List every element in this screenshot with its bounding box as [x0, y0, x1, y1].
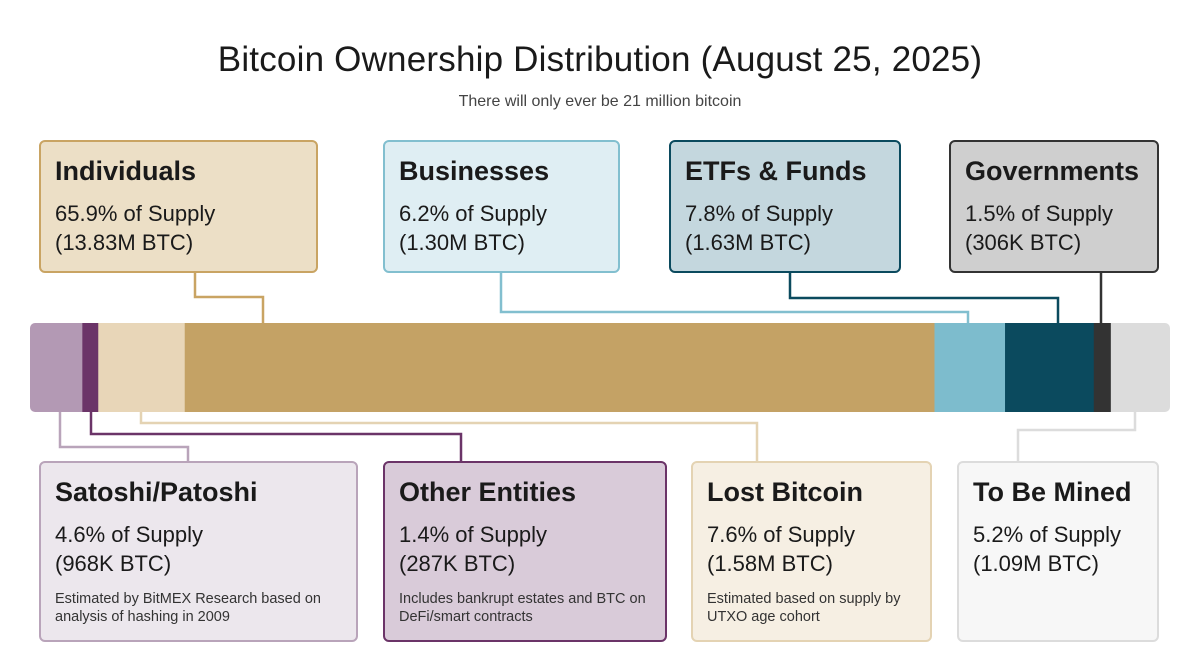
bar-segment-governments: [1093, 323, 1112, 412]
card-etfs-percent: 7.8% of Supply: [685, 201, 833, 226]
card-governments-title: Governments: [965, 156, 1140, 186]
bar-segment-satoshi-patoshi: [30, 323, 83, 412]
card-mined-btc: (1.09M BTC): [973, 551, 1099, 576]
stacked-bar: [30, 323, 1170, 412]
bar-segment-to-be-mined: [1110, 323, 1170, 412]
card-etfs-funds: ETFs & Funds 7.8% of Supply (1.63M BTC): [669, 140, 901, 273]
card-other-entities: Other Entities 1.4% of Supply (287K BTC)…: [383, 461, 667, 642]
card-satoshi-btc: (968K BTC): [55, 551, 172, 576]
card-lost-note: Estimated based on supply by UTXO age co…: [707, 591, 901, 625]
bar-segment-individuals: [184, 323, 935, 412]
card-businesses-title: Businesses: [399, 156, 550, 186]
card-individuals-percent: 65.9% of Supply: [55, 201, 216, 226]
card-businesses: Businesses 6.2% of Supply (1.30M BTC): [383, 140, 620, 273]
card-etfs-title: ETFs & Funds: [685, 156, 867, 186]
card-lost-title: Lost Bitcoin: [707, 477, 863, 507]
connector-individuals: [193, 273, 265, 323]
card-other-btc: (287K BTC): [399, 551, 516, 576]
card-businesses-percent: 6.2% of Supply: [399, 201, 547, 226]
card-governments: Governments 1.5% of Supply (306K BTC): [949, 140, 1159, 273]
card-satoshi-note: Estimated by BitMEX Research based on an…: [55, 591, 321, 625]
card-to-be-mined: To Be Mined 5.2% of Supply (1.09M BTC): [957, 461, 1159, 642]
card-mined-title: To Be Mined: [973, 477, 1132, 507]
bar-segment-etfs-funds: [1005, 323, 1095, 412]
bar-segment-lost-bitcoin: [98, 323, 186, 412]
connector-etfs: [788, 273, 1060, 323]
card-lost-btc: (1.58M BTC): [707, 551, 833, 576]
connector-satoshi: [58, 412, 190, 461]
card-satoshi-percent: 4.6% of Supply: [55, 522, 203, 547]
card-mined-percent: 5.2% of Supply: [973, 522, 1121, 547]
card-businesses-btc: (1.30M BTC): [399, 230, 525, 255]
card-lost-percent: 7.6% of Supply: [707, 522, 855, 547]
card-satoshi-title: Satoshi/Patoshi: [55, 477, 258, 507]
card-other-percent: 1.4% of Supply: [399, 522, 547, 547]
card-etfs-btc: (1.63M BTC): [685, 230, 811, 255]
card-lost-bitcoin: Lost Bitcoin 7.6% of Supply (1.58M BTC) …: [691, 461, 932, 642]
connector-businesses: [499, 273, 970, 323]
connector-mined: [1016, 412, 1137, 461]
card-other-note: Includes bankrupt estates and BTC on DeF…: [399, 591, 646, 625]
bar-segment-other-entities: [82, 323, 99, 412]
connector-lines: [58, 273, 1137, 461]
card-individuals: Individuals 65.9% of Supply (13.83M BTC): [39, 140, 318, 273]
connector-other: [89, 412, 463, 461]
card-other-title: Other Entities: [399, 477, 577, 507]
card-governments-percent: 1.5% of Supply: [965, 201, 1113, 226]
connector-lost: [139, 412, 759, 461]
chart-subtitle: There will only ever be 21 million bitco…: [458, 93, 742, 110]
chart-title: Bitcoin Ownership Distribution (August 2…: [217, 40, 983, 79]
card-individuals-title: Individuals: [55, 156, 197, 186]
card-individuals-btc: (13.83M BTC): [55, 230, 194, 255]
card-satoshi-patoshi: Satoshi/Patoshi 4.6% of Supply (968K BTC…: [39, 461, 358, 642]
bar-segment-businesses: [934, 323, 1006, 412]
card-governments-btc: (306K BTC): [965, 230, 1082, 255]
